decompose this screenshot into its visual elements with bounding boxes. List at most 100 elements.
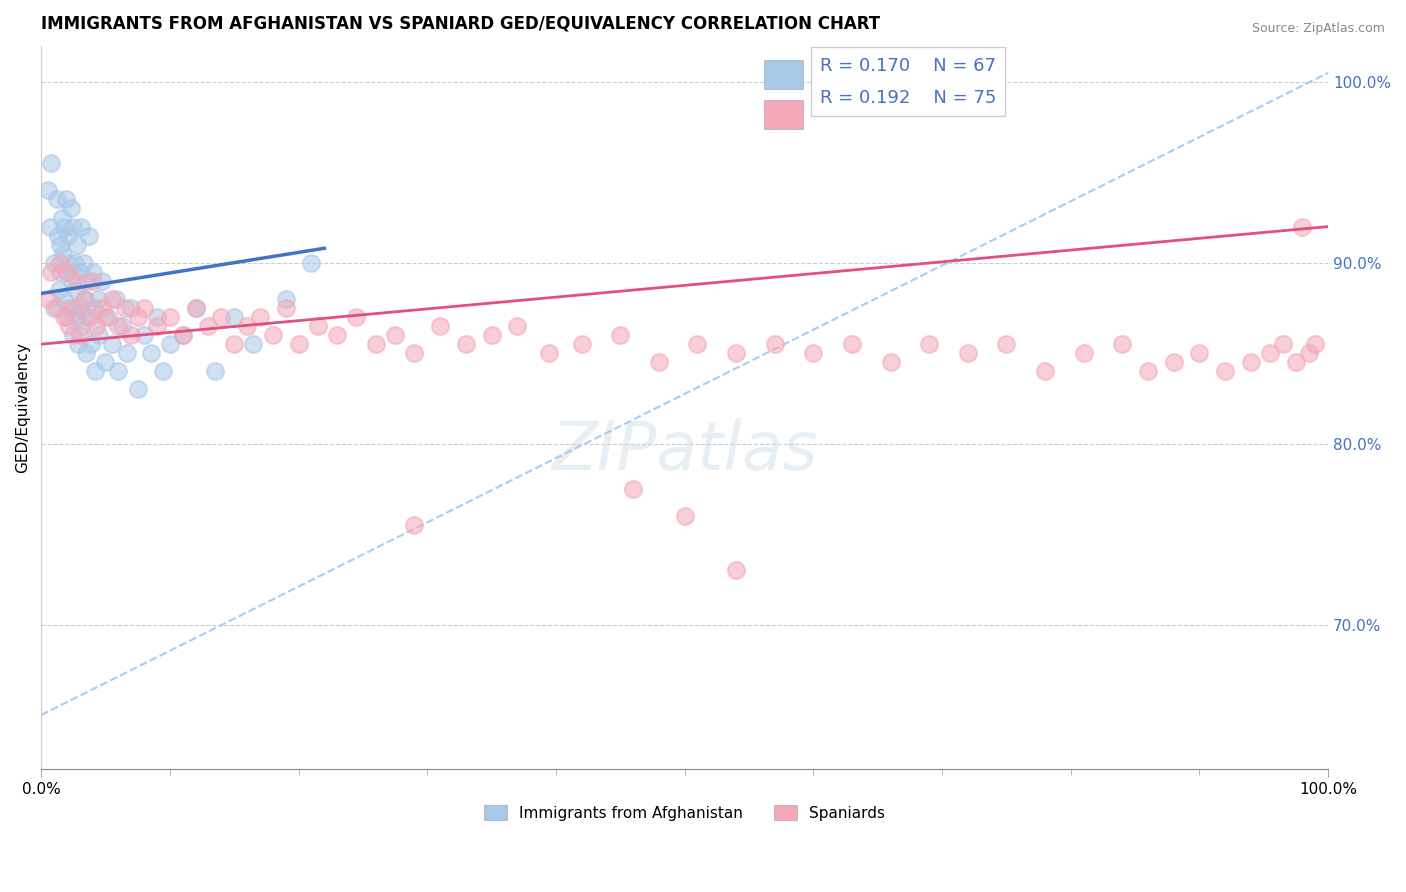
Point [673,509,696,524]
Point [404,518,426,533]
Point [120,328,142,343]
Point [1303,337,1326,351]
FancyBboxPatch shape [765,100,803,128]
Point [86,319,108,334]
Point [66,237,89,252]
Point [152,364,174,378]
Point [184,301,207,315]
Point [454,337,477,351]
Point [56,310,79,324]
Point [1240,355,1263,369]
Point [506,319,529,334]
Point [55,193,77,207]
Point [146,319,169,334]
Point [45,301,67,315]
Text: IMMIGRANTS FROM AFGHANISTAN VS SPANIARD GED/EQUIVALENCY CORRELATION CHART: IMMIGRANTS FROM AFGHANISTAN VS SPANIARD … [41,15,880,33]
Text: R = 0.170    N = 67
R = 0.192    N = 75: R = 0.170 N = 67 R = 0.192 N = 75 [820,56,995,106]
Point [172,328,194,343]
Point [46,228,69,243]
Point [48,283,70,297]
Point [101,337,124,351]
Point [84,364,107,378]
Point [58,256,80,270]
Point [72,256,94,270]
Point [62,301,84,315]
Point [274,292,297,306]
Point [262,328,284,343]
Point [117,346,139,360]
Point [97,310,120,324]
Point [481,328,503,343]
Point [209,310,232,324]
Point [287,337,309,351]
Text: Source: ZipAtlas.com: Source: ZipAtlas.com [1251,22,1385,36]
Point [66,310,89,324]
Point [72,292,94,306]
Point [56,228,79,243]
Point [274,301,297,315]
Point [41,156,63,170]
Point [879,355,901,369]
Point [184,301,207,315]
Point [42,301,65,315]
Point [326,328,349,343]
Point [801,346,824,360]
Point [94,310,117,324]
Point [1258,346,1281,360]
Point [346,310,368,324]
Point [42,256,65,270]
Point [87,292,110,306]
Point [686,337,709,351]
Point [69,301,91,315]
Point [197,319,219,334]
Point [249,310,271,324]
Point [1213,364,1236,378]
Point [72,319,94,334]
Point [90,274,112,288]
Point [995,337,1018,351]
Legend: Immigrants from Afghanistan, Spaniards: Immigrants from Afghanistan, Spaniards [478,798,891,827]
Point [60,274,83,288]
Point [104,292,127,306]
Point [242,337,264,351]
Point [1033,364,1056,378]
Point [571,337,593,351]
Point [82,274,104,288]
Point [725,346,748,360]
Point [1298,346,1320,360]
Point [648,355,671,369]
Point [429,319,451,334]
Point [53,292,76,306]
Point [956,346,979,360]
Point [538,346,561,360]
Point [404,346,426,360]
Point [70,219,93,234]
Point [52,246,75,260]
Point [1111,337,1133,351]
Point [65,283,87,297]
Point [80,337,103,351]
Point [101,292,124,306]
Point [725,563,748,577]
Point [120,301,142,315]
Point [159,337,181,351]
Point [841,337,863,351]
Point [1285,355,1308,369]
Point [1188,346,1211,360]
Point [87,328,110,343]
Point [49,237,72,252]
Point [49,256,72,270]
Point [107,319,129,334]
Point [77,228,100,243]
Point [224,310,246,324]
Point [1272,337,1295,351]
Point [307,319,329,334]
Text: ZIPatlas: ZIPatlas [551,418,818,483]
Point [76,310,98,324]
Point [37,183,59,197]
Point [94,355,117,369]
Point [79,310,101,324]
Point [49,265,72,279]
Point [67,337,90,351]
Point [132,301,155,315]
